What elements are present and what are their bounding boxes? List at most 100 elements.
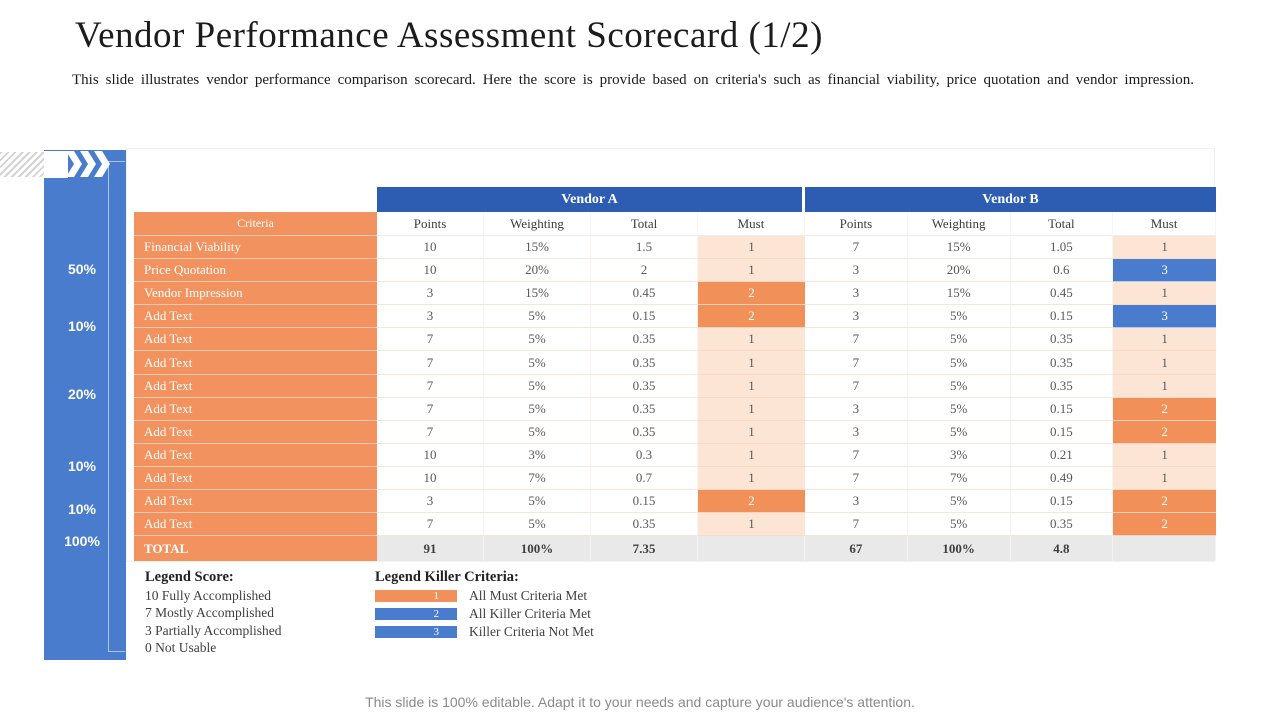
slide-subtitle: This slide illustrates vendor performanc… (72, 72, 1194, 88)
weighting-cell: 3% (484, 443, 591, 467)
must-cell: 1 (1113, 236, 1216, 260)
weighting-cell: 15% (907, 282, 1011, 306)
weighting-cell: 5% (907, 513, 1011, 537)
legend-killer-label: All Must Criteria Met (469, 588, 588, 603)
criteria-cell: Add Text (134, 443, 377, 467)
weighting-cell: 7% (484, 466, 591, 491)
must-cell: 3 (1113, 259, 1216, 283)
total-cell: 0.15 (591, 305, 698, 329)
total-b-weighting: 100% (907, 536, 1011, 562)
must-cell: 2 (698, 305, 805, 329)
total-cell: 1.5 (591, 236, 698, 260)
legend-score-item: 7 Mostly Accomplished (145, 605, 274, 620)
total-row: TOTAL 91 100% 7.35 67 100% 4.8 (134, 536, 1216, 562)
points-cell: 7 (805, 374, 908, 398)
total-cell: 0.15 (591, 490, 698, 514)
weighting-cell: 5% (907, 490, 1011, 514)
weighting-cell: 15% (484, 236, 591, 260)
must-cell: 2 (1113, 513, 1216, 537)
must-cell: 1 (698, 443, 805, 467)
total-cell: 0.3 (591, 443, 698, 467)
points-cell: 3 (805, 490, 908, 514)
table-row: Add Text 7 5% 0.35 1 7 5% 0.35 2 (134, 513, 1216, 537)
points-cell: 7 (377, 328, 484, 352)
weighting-cell: 5% (484, 397, 591, 421)
total-a-points: 91 (377, 536, 484, 562)
total-cell: 0.35 (591, 328, 698, 352)
must-cell: 2 (698, 490, 805, 514)
total-cell: 0.15 (1010, 305, 1114, 329)
weight-label: 20% (67, 386, 97, 402)
weighting-cell: 5% (907, 305, 1011, 329)
total-cell: 2 (591, 259, 698, 283)
must-cell: 2 (1113, 420, 1216, 444)
legend-score-item: 3 Partially Accomplished (145, 622, 282, 638)
criteria-cell: Add Text (134, 328, 377, 352)
must-cell: 1 (698, 351, 805, 375)
must-cell: 1 (1113, 374, 1216, 398)
legend-killer-item: 1 All Must Criteria Met (375, 588, 594, 604)
must-cell: 2 (1113, 397, 1216, 421)
table-row: Add Text 7 5% 0.35 1 7 5% 0.35 1 (134, 374, 1216, 398)
legend-score-title: Legend Score: (145, 569, 234, 585)
criteria-cell: Financial Viability (134, 236, 377, 260)
arrow-tail-decoration (44, 151, 68, 178)
total-cell: 0.35 (591, 351, 698, 375)
legend-swatch-orange: 1 (375, 590, 457, 602)
must-cell: 1 (698, 397, 805, 421)
total-b-must (1113, 536, 1216, 562)
total-cell: 0.35 (591, 513, 698, 537)
must-cell: 2 (698, 282, 805, 306)
legend-killer-criteria: Legend Killer Criteria: 1 All Must Crite… (375, 569, 594, 640)
must-cell: 1 (1113, 282, 1216, 306)
points-cell: 7 (377, 420, 484, 444)
points-cell: 7 (805, 328, 908, 352)
criteria-cell: Add Text (134, 374, 377, 398)
points-cell: 3 (805, 282, 908, 306)
editable-note: This slide is 100% editable. Adapt it to… (365, 694, 915, 710)
col-header-weighting: Weighting (907, 212, 1011, 236)
total-cell: 0.49 (1010, 466, 1114, 491)
table-body: Financial Viability 10 15% 1.5 1 7 15% 1.05 1 Pri… (134, 236, 1216, 537)
vendor-a-header: Vendor A (377, 187, 802, 212)
weight-sidebar (44, 150, 126, 660)
weighting-cell: 15% (907, 236, 1011, 260)
total-cell: 0.45 (1010, 282, 1114, 306)
criteria-cell: Add Text (134, 305, 377, 329)
must-cell: 1 (698, 466, 805, 491)
col-header-points: Points (377, 212, 484, 236)
points-cell: 10 (377, 236, 484, 260)
points-cell: 7 (377, 397, 484, 421)
must-cell: 1 (1113, 328, 1216, 352)
weight-label: 10% (67, 458, 97, 474)
criteria-cell: Add Text (134, 397, 377, 421)
must-cell: 1 (698, 328, 805, 352)
points-cell: 10 (377, 443, 484, 467)
weight-label: 10% (67, 501, 97, 517)
points-cell: 10 (377, 259, 484, 283)
col-header-total: Total (591, 212, 698, 236)
vendor-b-header: Vendor B (805, 187, 1216, 212)
total-a-must (698, 536, 805, 562)
must-cell: 2 (1113, 490, 1216, 514)
weighting-cell: 5% (484, 490, 591, 514)
total-cell: 1.05 (1010, 236, 1114, 260)
must-cell: 3 (1113, 305, 1216, 329)
legend-killer-item: 3 Killer Criteria Not Met (375, 624, 594, 640)
criteria-cell: Add Text (134, 490, 377, 514)
points-cell: 7 (377, 513, 484, 537)
col-header-must: Must (1113, 212, 1216, 236)
header-spacer (134, 187, 377, 212)
weight-label: 10% (67, 318, 97, 334)
table-row: Add Text 3 5% 0.15 2 3 5% 0.15 3 (134, 305, 1216, 329)
must-cell: 1 (698, 259, 805, 283)
col-header-weighting: Weighting (484, 212, 591, 236)
table-row: Add Text 7 5% 0.35 1 3 5% 0.15 2 (134, 420, 1216, 444)
points-cell: 3 (377, 282, 484, 306)
criteria-cell: Price Quotation (134, 259, 377, 283)
points-cell: 3 (377, 490, 484, 514)
triple-chevron-icon (66, 151, 110, 177)
must-cell: 1 (1113, 351, 1216, 375)
total-b-points: 67 (805, 536, 908, 562)
table-row: Add Text 7 5% 0.35 1 7 5% 0.35 1 (134, 351, 1216, 375)
